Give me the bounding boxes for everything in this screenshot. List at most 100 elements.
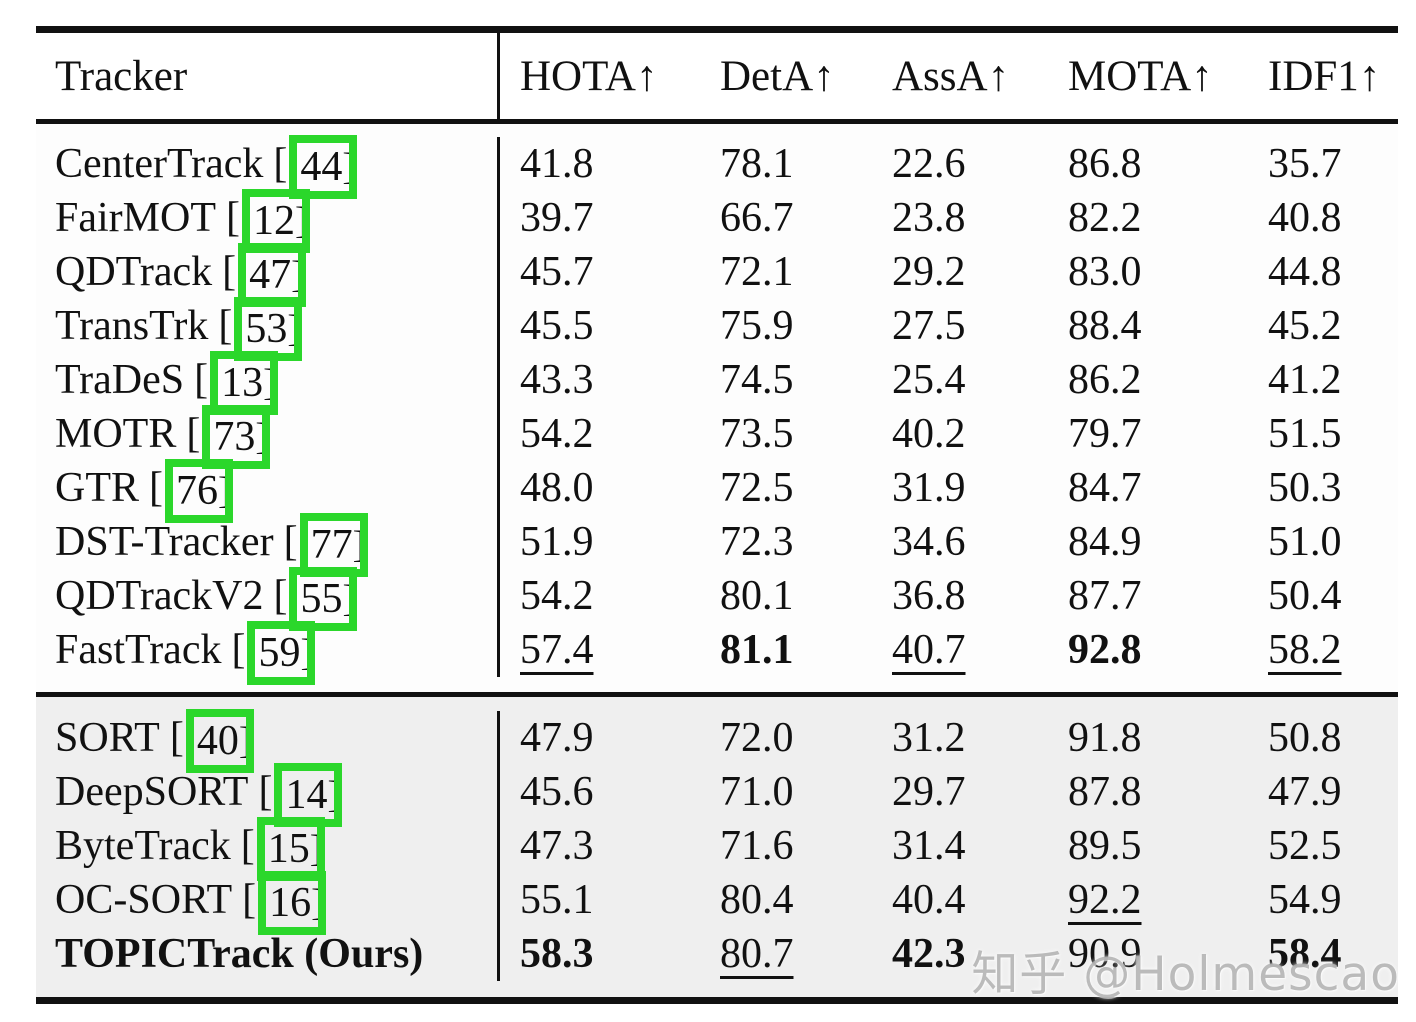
metric-value: 29.2	[892, 249, 966, 295]
table-row: QDTrack[47] 45.7 72.1 29.2 83.0 44.8	[36, 243, 1398, 308]
metric-cell-assa: 34.6	[872, 515, 1044, 569]
tracker-name-cell: MOTR[73]	[36, 405, 497, 470]
tracker-name-cell: DeepSORT[14]	[36, 763, 497, 828]
table-row: FastTrack[59] 57.4 81.1 40.7 92.8 58.2	[36, 621, 1398, 686]
metric-value: 54.2	[520, 573, 594, 619]
metric-value: 39.7	[520, 195, 594, 241]
metric-value: 50.4	[1268, 573, 1342, 619]
table-row: TOPICTrack (Ours) 58.3 80.7 42.3 90.9 58.4	[36, 927, 1398, 981]
citation-annotation-box[interactable]: 16]	[258, 871, 327, 936]
metric-cell-idf1: 51.0	[1244, 515, 1398, 569]
metric-cell-assa: 36.8	[872, 569, 1044, 623]
metric-value: 54.2	[520, 411, 594, 457]
citation-annotation-box[interactable]: 47]	[238, 243, 307, 308]
metric-value: 92.8	[1068, 627, 1142, 673]
metric-value: 27.5	[892, 303, 966, 349]
metric-cell-idf1: 54.9	[1244, 873, 1398, 927]
metric-value: 72.3	[720, 519, 794, 565]
column-header-assa: AssA↑	[892, 52, 1010, 100]
tracker-name-cell: CenterTrack[44]	[36, 135, 497, 200]
tracker-name: SORT	[55, 715, 160, 761]
metric-cell-hota: 55.1	[497, 873, 700, 927]
citation-number: 15	[267, 826, 310, 873]
citation-number: 53	[245, 306, 288, 353]
metric-cell-deta: 75.9	[700, 299, 872, 353]
table-row: DeepSORT[14] 45.6 71.0 29.7 87.8 47.9	[36, 763, 1398, 828]
citation-open-bracket: [	[186, 411, 201, 457]
metric-value: 31.9	[892, 465, 966, 511]
tracker-name-cell: TraDeS[13]	[36, 351, 497, 416]
header-separator-rule	[36, 119, 1398, 124]
tracker-name: DST-Tracker	[55, 519, 274, 565]
metric-cell-deta: 72.0	[700, 711, 872, 765]
citation-annotation-box[interactable]: 55]	[289, 567, 358, 632]
column-header-idf1: IDF1↑	[1268, 52, 1381, 100]
table-bottom-rule	[36, 997, 1398, 1004]
metric-value: 72.0	[720, 715, 794, 761]
citation-number: 13	[221, 360, 264, 407]
metric-value: 44.8	[1268, 249, 1342, 295]
metric-cell-idf1: 50.3	[1244, 461, 1398, 515]
citation-number: 44	[300, 144, 343, 191]
table-row: CenterTrack[44] 41.8 78.1 22.6 86.8 35.7	[36, 135, 1398, 200]
metric-cell-idf1: 44.8	[1244, 245, 1398, 299]
table-row: OC-SORT[16] 55.1 80.4 40.4 92.2 54.9	[36, 871, 1398, 936]
citation-open-bracket: [	[273, 573, 288, 619]
table-row: TraDeS[13] 43.3 74.5 25.4 86.2 41.2	[36, 351, 1398, 416]
tracker-name-cell: GTR[76]	[36, 459, 497, 524]
metric-cell-hota: 47.3	[497, 819, 700, 873]
citation-close-bracket: ]	[295, 200, 308, 243]
metric-value: 40.4	[892, 877, 966, 923]
metric-cell-hota: 39.7	[497, 191, 700, 245]
metric-cell-assa: 31.9	[872, 461, 1044, 515]
citation-close-bracket: ]	[255, 416, 269, 459]
metric-value: 84.7	[1068, 465, 1142, 511]
tracker-name-cell: FairMOT[12]	[36, 189, 497, 254]
metric-cell-mota: 91.8	[1044, 711, 1244, 765]
metric-value: 87.7	[1068, 573, 1142, 619]
metric-value: 51.9	[520, 519, 594, 565]
citation-annotation-box[interactable]: 76]	[165, 459, 233, 524]
table-top-rule	[36, 26, 1398, 33]
metric-value: 89.5	[1068, 823, 1142, 869]
tracker-name: TraDeS	[55, 357, 185, 403]
metric-value: 72.1	[720, 249, 794, 295]
metric-cell-idf1: 35.7	[1244, 137, 1398, 191]
metric-value: 23.8	[892, 195, 966, 241]
citation-open-bracket: [	[283, 519, 298, 565]
citation-open-bracket: [	[231, 627, 246, 673]
metric-cell-deta: 72.3	[700, 515, 872, 569]
metric-cell-idf1: 40.8	[1244, 191, 1398, 245]
citation-number: 77	[310, 522, 353, 569]
citation-annotation-box[interactable]: 44]	[289, 135, 358, 200]
metric-value: 86.2	[1068, 357, 1142, 403]
metric-value: 79.7	[1068, 411, 1142, 457]
results-table: Tracker HOTA↑ DetA↑ AssA↑ MOTA↑ IDF1↑ Ce…	[36, 26, 1398, 1004]
citation-open-bracket: [	[169, 715, 184, 761]
metric-cell-mota: 88.4	[1044, 299, 1244, 353]
citation-open-bracket: [	[149, 465, 163, 511]
metric-cell-idf1: 58.2	[1244, 623, 1398, 677]
table-row: ByteTrack[15] 47.3 71.6 31.4 89.5 52.5	[36, 817, 1398, 882]
table-section-sort-family-trackers: SORT[40] 47.9 72.0 31.2 91.8 50.8 DeepSORT[14]…	[36, 697, 1398, 997]
citation-close-bracket: ]	[342, 146, 356, 189]
metric-value: 80.4	[720, 877, 794, 923]
table-row: MOTR[73] 54.2 73.5 40.2 79.7 51.5	[36, 405, 1398, 470]
table-row: GTR[76] 48.0 72.5 31.9 84.7 50.3	[36, 459, 1398, 524]
tracker-name: MOTR	[55, 411, 177, 457]
metric-cell-deta: 80.7	[700, 927, 872, 981]
citation-close-bracket: ]	[300, 632, 314, 675]
table-row: DST-Tracker[77] 51.9 72.3 34.6 84.9 51.0	[36, 513, 1398, 578]
table-row: SORT[40] 47.9 72.0 31.2 91.8 50.8	[36, 709, 1398, 774]
citation-annotation-box[interactable]: 40]	[185, 709, 254, 774]
metric-cell-hota: 45.5	[497, 299, 700, 353]
metric-cell-mota: 82.2	[1044, 191, 1244, 245]
citation-number: 14	[285, 772, 328, 819]
metric-cell-assa: 25.4	[872, 353, 1044, 407]
citation-annotation-box[interactable]: 73]	[202, 405, 271, 470]
metric-cell-assa: 27.5	[872, 299, 1044, 353]
citation-annotation-box[interactable]: 59]	[247, 621, 316, 686]
tracker-name-cell: ByteTrack[15]	[36, 817, 497, 882]
metric-value: 47.3	[520, 823, 594, 869]
metric-value: 22.6	[892, 141, 966, 187]
